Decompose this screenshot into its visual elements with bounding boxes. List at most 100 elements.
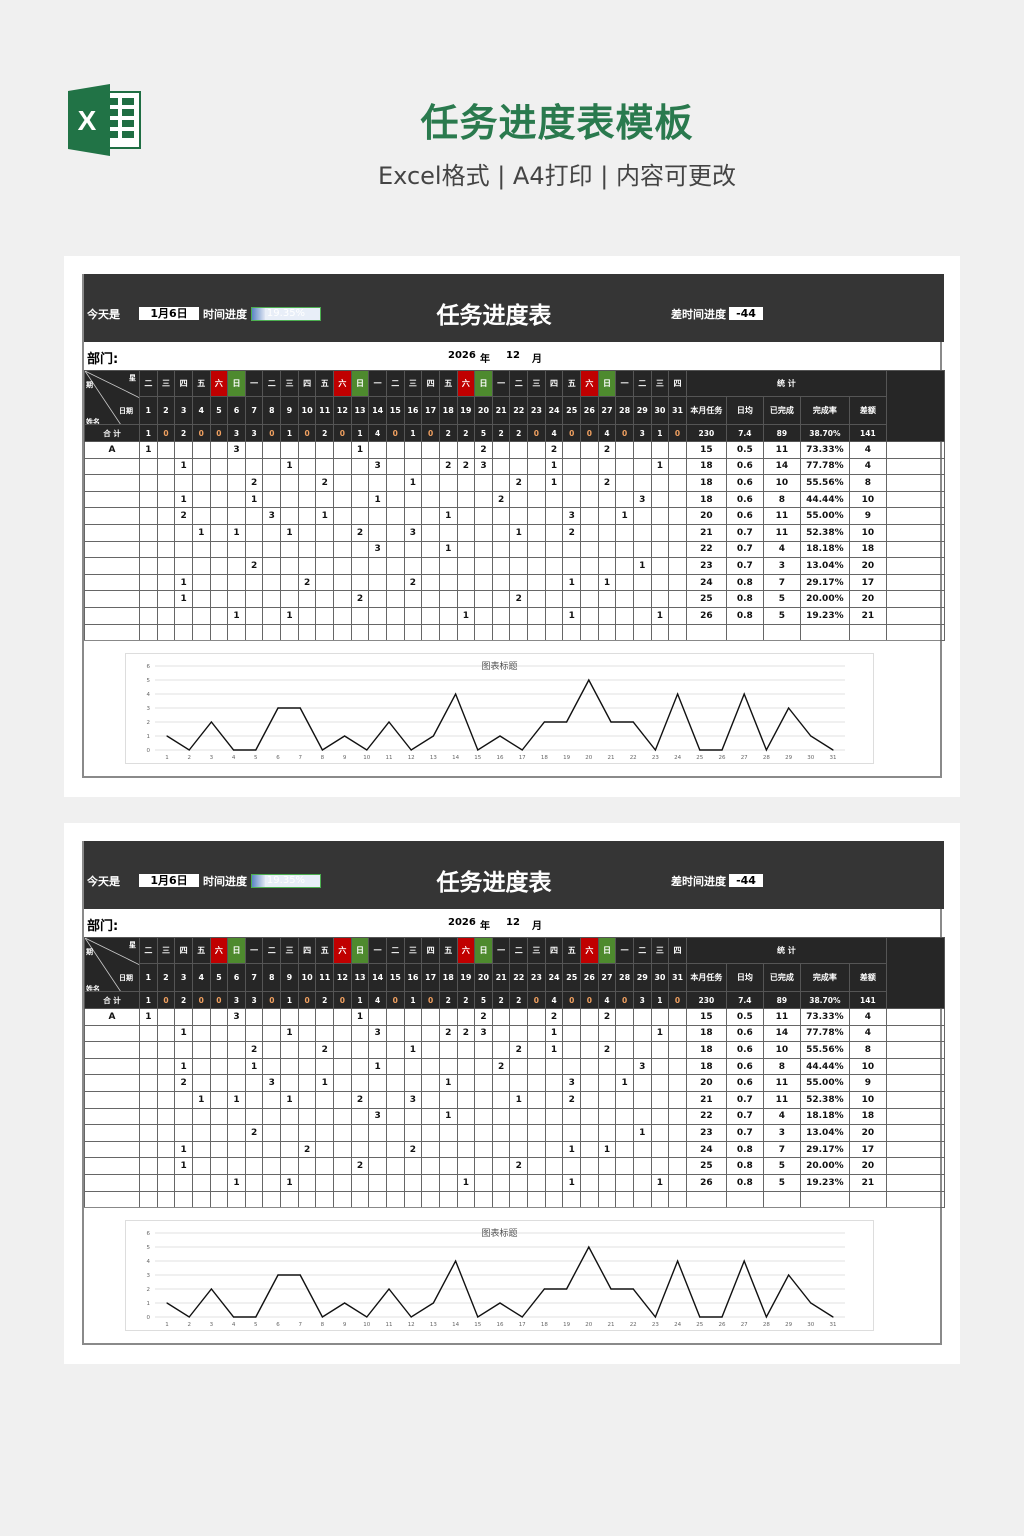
task-cell[interactable] bbox=[227, 557, 246, 575]
task-cell[interactable] bbox=[650, 1090, 670, 1109]
task-cell[interactable] bbox=[350, 1074, 370, 1092]
task-cell[interactable] bbox=[350, 540, 370, 559]
task-cell[interactable] bbox=[562, 623, 582, 642]
task-cell[interactable] bbox=[580, 1090, 599, 1109]
task-cell[interactable] bbox=[527, 540, 546, 559]
task-cell[interactable] bbox=[491, 457, 511, 476]
task-cell[interactable]: 1 bbox=[456, 1173, 476, 1192]
task-cell[interactable] bbox=[350, 573, 370, 592]
task-cell[interactable] bbox=[632, 507, 652, 525]
task-cell[interactable] bbox=[139, 1024, 158, 1043]
task-cell[interactable]: 1 bbox=[350, 1008, 370, 1026]
task-cell[interactable] bbox=[174, 1107, 193, 1126]
task-cell[interactable] bbox=[580, 540, 599, 559]
task-cell[interactable] bbox=[527, 1041, 546, 1059]
task-cell[interactable]: 1 bbox=[244, 490, 264, 509]
task-cell[interactable] bbox=[227, 540, 246, 559]
task-cell[interactable] bbox=[385, 1057, 405, 1076]
task-cell[interactable] bbox=[368, 1008, 387, 1026]
task-cell[interactable] bbox=[421, 1024, 440, 1043]
task-cell[interactable] bbox=[562, 1024, 582, 1043]
task-cell[interactable] bbox=[615, 490, 634, 509]
task-cell[interactable] bbox=[668, 1024, 687, 1043]
task-cell[interactable]: 2 bbox=[491, 490, 511, 509]
task-cell[interactable] bbox=[668, 573, 687, 592]
task-cell[interactable] bbox=[615, 457, 634, 476]
task-cell[interactable] bbox=[509, 623, 529, 642]
task-cell[interactable] bbox=[385, 1090, 405, 1109]
task-cell[interactable] bbox=[139, 474, 158, 492]
task-cell[interactable] bbox=[668, 1173, 687, 1192]
task-cell[interactable] bbox=[615, 1173, 634, 1192]
task-cell[interactable] bbox=[456, 474, 476, 492]
task-cell[interactable] bbox=[315, 1124, 335, 1142]
task-cell[interactable] bbox=[333, 1008, 352, 1026]
task-cell[interactable]: 2 bbox=[244, 1041, 264, 1059]
task-cell[interactable] bbox=[350, 623, 370, 642]
task-cell[interactable] bbox=[456, 623, 476, 642]
task-cell[interactable] bbox=[474, 1090, 493, 1109]
task-cell[interactable] bbox=[597, 1057, 617, 1076]
task-cell[interactable] bbox=[262, 623, 282, 642]
task-cell[interactable] bbox=[174, 540, 193, 559]
task-cell[interactable] bbox=[227, 1140, 246, 1159]
task-cell[interactable] bbox=[227, 1041, 246, 1059]
task-cell[interactable] bbox=[615, 573, 634, 592]
task-cell[interactable] bbox=[385, 1041, 405, 1059]
task-cell[interactable] bbox=[632, 1190, 652, 1209]
task-cell[interactable]: 2 bbox=[297, 1140, 317, 1159]
name-cell[interactable] bbox=[84, 540, 140, 559]
task-cell[interactable] bbox=[544, 623, 564, 642]
task-cell[interactable] bbox=[527, 474, 546, 492]
task-cell[interactable] bbox=[333, 1107, 352, 1126]
task-cell[interactable] bbox=[456, 1041, 476, 1059]
task-cell[interactable] bbox=[297, 1057, 317, 1076]
task-cell[interactable] bbox=[403, 490, 423, 509]
task-cell[interactable] bbox=[509, 1124, 529, 1142]
task-cell[interactable] bbox=[280, 1190, 299, 1209]
task-cell[interactable] bbox=[632, 623, 652, 642]
task-cell[interactable] bbox=[191, 1190, 211, 1209]
task-cell[interactable] bbox=[403, 441, 423, 459]
task-cell[interactable] bbox=[156, 1107, 176, 1126]
task-cell[interactable] bbox=[139, 507, 158, 525]
task-cell[interactable] bbox=[509, 557, 529, 575]
task-cell[interactable] bbox=[668, 1057, 687, 1076]
task-cell[interactable] bbox=[244, 573, 264, 592]
task-cell[interactable]: 1 bbox=[227, 1173, 246, 1192]
task-cell[interactable] bbox=[209, 1024, 229, 1043]
task-cell[interactable]: 1 bbox=[174, 1024, 193, 1043]
task-cell[interactable] bbox=[262, 1008, 282, 1026]
task-cell[interactable] bbox=[280, 1041, 299, 1059]
name-cell[interactable] bbox=[84, 1190, 140, 1209]
task-cell[interactable]: 2 bbox=[350, 1157, 370, 1175]
task-cell[interactable] bbox=[174, 474, 193, 492]
task-cell[interactable] bbox=[615, 1190, 634, 1209]
task-cell[interactable] bbox=[491, 1041, 511, 1059]
task-cell[interactable] bbox=[368, 573, 387, 592]
task-cell[interactable] bbox=[474, 1057, 493, 1076]
task-cell[interactable] bbox=[474, 590, 493, 608]
task-cell[interactable]: 1 bbox=[139, 441, 158, 459]
year-value[interactable]: 2026 bbox=[448, 350, 476, 361]
task-cell[interactable] bbox=[315, 606, 335, 625]
task-cell[interactable]: 3 bbox=[368, 1107, 387, 1126]
task-cell[interactable] bbox=[368, 1124, 387, 1142]
task-cell[interactable] bbox=[333, 1140, 352, 1159]
name-cell[interactable] bbox=[84, 1107, 140, 1126]
task-cell[interactable]: 2 bbox=[509, 1157, 529, 1175]
task-cell[interactable] bbox=[262, 590, 282, 608]
task-cell[interactable]: 2 bbox=[297, 573, 317, 592]
task-cell[interactable] bbox=[368, 507, 387, 525]
task-cell[interactable]: 1 bbox=[544, 474, 564, 492]
task-cell[interactable] bbox=[615, 1041, 634, 1059]
task-cell[interactable] bbox=[191, 490, 211, 509]
name-cell[interactable] bbox=[84, 490, 140, 509]
task-cell[interactable] bbox=[368, 590, 387, 608]
task-cell[interactable] bbox=[632, 1140, 652, 1159]
task-cell[interactable] bbox=[650, 573, 670, 592]
task-cell[interactable] bbox=[580, 441, 599, 459]
task-cell[interactable] bbox=[456, 1090, 476, 1109]
task-cell[interactable] bbox=[632, 590, 652, 608]
task-cell[interactable] bbox=[333, 1024, 352, 1043]
